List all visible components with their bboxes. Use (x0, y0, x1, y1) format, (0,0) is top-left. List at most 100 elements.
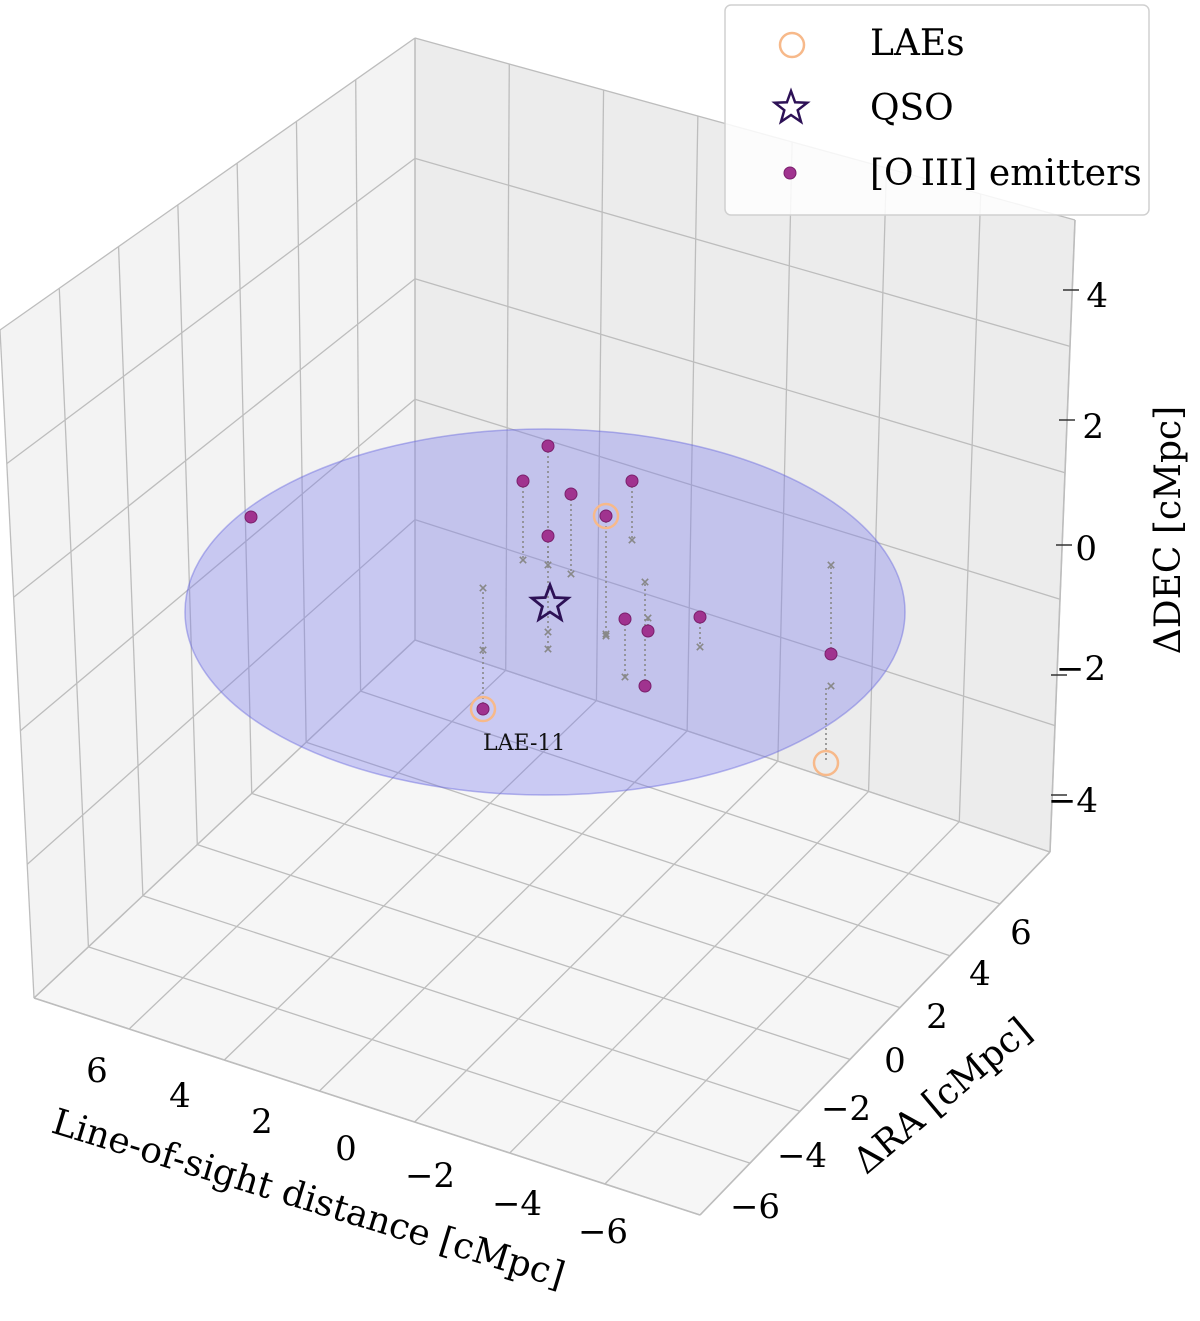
grid-line (414, 639, 1051, 853)
z-tick-labels: −4 −2 0 2 4 (1048, 276, 1108, 821)
grid-lines (0, 37, 1079, 1216)
grid-line (142, 895, 801, 1112)
grid-line (58, 288, 90, 947)
projection-marker (567, 570, 575, 578)
legend-emitter-marker (783, 166, 797, 180)
legend-emitter-label: [O III] emitters (870, 153, 1142, 194)
grid-line (414, 157, 1071, 348)
region-disc (184, 428, 906, 796)
y-tick-label: −6 (730, 1187, 780, 1227)
grid-line (0, 329, 35, 999)
emitter-point (244, 510, 258, 524)
grid-line (13, 278, 416, 598)
emitter-point (638, 679, 652, 693)
projection-marker (628, 536, 636, 544)
y-tick-label: −4 (777, 1136, 827, 1176)
legend-qso-label: QSO (870, 88, 954, 129)
grid-line (414, 278, 1066, 474)
z-tick-label: −4 (1048, 781, 1098, 821)
x-tick-label: 6 (86, 1051, 108, 1091)
grid-line (295, 121, 307, 743)
projection-marker (696, 643, 704, 651)
grid-line (251, 792, 901, 1009)
grid-line (699, 851, 1051, 1216)
grid-line (414, 760, 779, 1123)
emitter-point (476, 702, 490, 716)
grid-line (777, 141, 793, 762)
projection-marker (602, 632, 610, 640)
z-tick-label: −2 (1056, 649, 1106, 689)
grid-line (128, 669, 507, 1030)
grid-line (88, 946, 751, 1164)
y-tick-labels: −6 −4 −2 0 2 4 6 (730, 913, 1032, 1227)
projection-marker (644, 614, 652, 622)
z-axis-label: ΔDEC [cMpc] (1148, 406, 1189, 654)
z-tick-label: 0 (1075, 529, 1097, 569)
grid-line (414, 518, 1056, 727)
grid-line (355, 79, 362, 692)
grid-line (318, 730, 688, 1092)
emitter-point (541, 439, 555, 453)
grid-line (686, 115, 699, 731)
projection-marker (602, 630, 610, 638)
lae-marker (812, 749, 840, 777)
y-tick-label: 2 (926, 997, 948, 1037)
grid-line (604, 821, 960, 1185)
grid-line (117, 246, 144, 896)
emitter-point (599, 509, 613, 523)
projection-marker (544, 628, 552, 636)
emitter-point (564, 487, 578, 501)
x-tick-label: −6 (578, 1212, 628, 1252)
y-tick-label: 4 (969, 954, 991, 994)
grid-line (197, 843, 851, 1061)
back-pane (415, 38, 1075, 852)
emitter-point (618, 612, 632, 626)
x-tick-label: −4 (492, 1184, 542, 1224)
legend-box (724, 4, 1150, 216)
x-tick-label: 2 (251, 1102, 273, 1142)
grid-line (867, 167, 888, 792)
grid-line (1049, 219, 1076, 853)
grid-line (509, 790, 870, 1154)
projection-marker (641, 578, 649, 586)
legend: LAEs QSO [O III] emitters (724, 4, 1150, 216)
grid-line (33, 997, 701, 1216)
floor-pane (34, 640, 1050, 1215)
grid-line (26, 519, 416, 865)
annotation-lae-11: LAE-11 (483, 731, 565, 756)
grid-line (414, 398, 1061, 600)
legend-lae-marker (778, 31, 806, 59)
projection-marker (827, 682, 835, 690)
x-tick-label: −2 (405, 1156, 455, 1196)
grid-line (305, 741, 951, 957)
data-points (244, 439, 840, 777)
projection-marker (544, 561, 552, 569)
projection-marker (519, 556, 527, 564)
left-pane (0, 38, 415, 998)
grid-line (595, 89, 605, 701)
grid-line (0, 37, 416, 331)
x-tick-label: 0 (335, 1129, 357, 1169)
projection-marker (827, 561, 835, 569)
emitter-point (625, 474, 639, 488)
grid-line (6, 157, 416, 465)
grid-line (177, 204, 198, 845)
x-tick-labels: 6 4 2 0 −2 −4 −6 (86, 1051, 628, 1252)
grid-line (236, 163, 253, 794)
emitter-point (641, 624, 655, 638)
projection-marker (479, 584, 487, 592)
emitter-point (516, 474, 530, 488)
lae-marker (592, 502, 620, 530)
projection-marker (621, 673, 629, 681)
z-tick-label: 4 (1086, 276, 1108, 316)
x-tick-label: 4 (169, 1076, 191, 1116)
legend-lae-label: LAEs (870, 23, 965, 64)
qso-marker (528, 581, 572, 623)
y-tick-label: 0 (884, 1041, 906, 1081)
z-tick-label: 2 (1082, 407, 1104, 447)
y-tick-label: −2 (821, 1089, 871, 1129)
emitter-point (824, 647, 838, 661)
emitter-point (693, 610, 707, 624)
grid-line (958, 193, 982, 822)
